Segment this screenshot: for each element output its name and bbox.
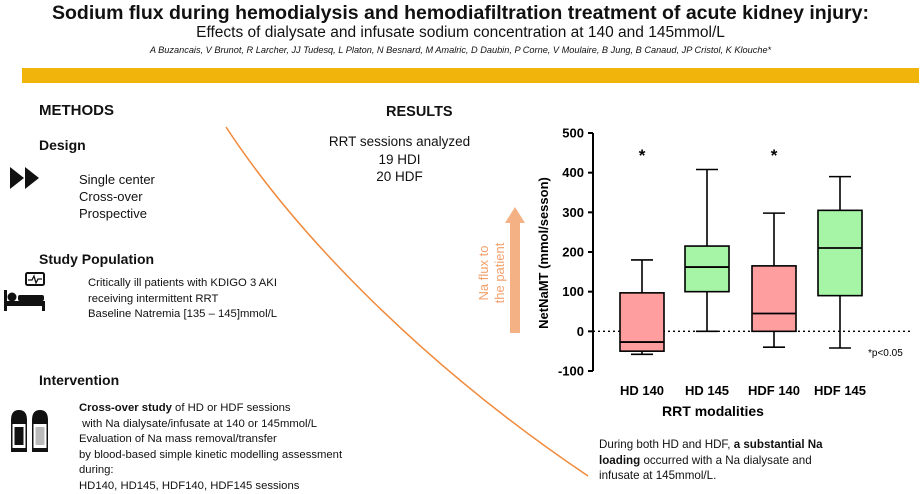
y-tick-label: 500 xyxy=(562,126,584,141)
y-tick-label: 300 xyxy=(562,205,584,220)
intervention-item: HD140, HD145, HDF140, HDF145 sessions xyxy=(79,479,379,494)
significance-marker: * xyxy=(639,146,646,165)
iqr-box xyxy=(752,266,796,331)
population-list: Critically ill patients with KDIGO 3 AKI… xyxy=(88,276,277,323)
design-item: Cross-over xyxy=(79,188,155,205)
box-hdf-140: * xyxy=(752,146,796,347)
intervention-heading: Intervention xyxy=(39,372,119,388)
results-line: 20 HDF xyxy=(322,168,477,186)
intervention-item: Evaluation of Na mass removal/transfer xyxy=(79,432,379,448)
conclusion-line: infusate at 145mmol/L. xyxy=(599,468,919,484)
x-tick-label: HDF 145 xyxy=(814,383,866,398)
design-item: Single center xyxy=(79,171,155,188)
population-item: receiving intermittent RRT xyxy=(88,292,277,308)
intervention-bold-lead: Cross-over study xyxy=(79,402,172,414)
iqr-box xyxy=(685,246,729,292)
intervention-lead-rest: of HD or HDF sessions xyxy=(172,402,291,414)
box-hd-140: * xyxy=(620,146,664,354)
flux-label-1: Na flux to xyxy=(476,246,491,301)
x-axis-label: RRT modalities xyxy=(662,403,764,419)
intervention-item: with Na dialysate/infusate at 140 or 145… xyxy=(79,417,379,433)
hospital-bed-monitor-icon xyxy=(2,271,50,313)
significance-footnote: *p<0.05 xyxy=(868,348,903,359)
results-heading: RESULTS xyxy=(386,104,453,120)
salt-pepper-shakers-icon xyxy=(8,406,56,454)
conclusion-line: During both HD and HDF, a substantial Na xyxy=(599,437,919,453)
x-tick-label: HD 140 xyxy=(620,383,664,398)
na-flux-arrow: Na flux to the patient xyxy=(467,205,537,335)
design-item: Prospective xyxy=(79,205,155,222)
conclusion-line: loading occurred with a Na dialysate and xyxy=(599,453,919,469)
intervention-list: Cross-over study of HD or HDF sessions w… xyxy=(79,401,379,494)
results-line: RRT sessions analyzed xyxy=(322,133,477,151)
population-item: Baseline Natremia [135 – 145]mmol/L xyxy=(88,307,277,323)
y-tick-label: 100 xyxy=(562,284,584,299)
conclusion-text: During both HD and HDF, a substantial Na… xyxy=(599,437,919,484)
y-tick-label: 200 xyxy=(562,245,584,260)
methods-heading: METHODS xyxy=(39,102,114,119)
x-tick-label: HD 145 xyxy=(685,383,729,398)
y-tick-label: 400 xyxy=(562,165,584,180)
x-tick-label: HDF 140 xyxy=(748,383,800,398)
design-heading: Design xyxy=(39,137,86,153)
x-axis: HD 140 HD 145 HDF 140 HDF 145 xyxy=(620,383,866,398)
y-axis: -100 0 100 200 300 400 500 xyxy=(558,126,593,379)
conclusion-pre: During both HD and HDF, xyxy=(599,438,734,451)
conclusion-bold-1: a substantial Na xyxy=(734,438,823,451)
design-list: Single center Cross-over Prospective xyxy=(79,171,155,222)
intervention-item: by blood-based simple kinetic modelling … xyxy=(79,448,379,479)
population-item: Critically ill patients with KDIGO 3 AKI xyxy=(88,276,277,292)
box-hd-145 xyxy=(685,169,729,331)
flux-label-2: the patient xyxy=(492,242,507,303)
conclusion-post-1: occurred with a Na dialysate and xyxy=(640,454,811,467)
y-tick-label: -100 xyxy=(558,364,584,379)
iqr-box xyxy=(818,210,862,295)
results-line: 19 HDI xyxy=(322,151,477,169)
population-heading: Study Population xyxy=(39,251,154,267)
box-hdf-145 xyxy=(818,177,862,348)
intervention-item: Cross-over study of HD or HDF sessions xyxy=(79,401,379,417)
box-series: ** xyxy=(620,146,862,354)
y-tick-label: 0 xyxy=(577,324,584,339)
significance-marker: * xyxy=(771,146,778,165)
conclusion-bold-2: loading xyxy=(599,454,640,467)
y-axis-label: NetNaMT (mmol/sesson) xyxy=(536,177,551,329)
fast-forward-icon xyxy=(10,165,44,191)
results-summary: RRT sessions analyzed 19 HDI 20 HDF xyxy=(322,133,477,186)
